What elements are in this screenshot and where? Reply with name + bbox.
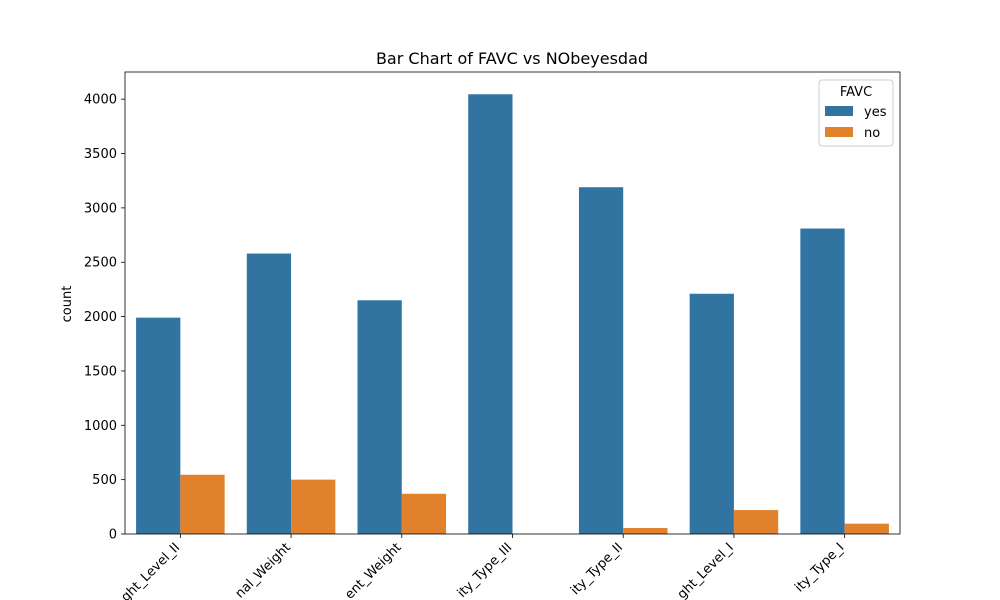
y-tick-label-1: 500 (92, 473, 117, 488)
legend-title: FAVC (840, 85, 872, 100)
bar-no-2 (401, 493, 447, 534)
y-tick-label-4: 2000 (84, 310, 117, 325)
bar-no-4 (623, 528, 668, 534)
x-tick-label-5: ght_Level_I (675, 540, 737, 600)
bar-yes-0 (136, 317, 181, 534)
bar-no-5 (733, 510, 779, 534)
y-tick-label-5: 2500 (84, 256, 117, 271)
x-tick-label-4: ity_Type_II (568, 540, 626, 598)
chart-title: Bar Chart of FAVC vs NObeyesdad (376, 49, 648, 68)
x-tick-label-6: ity_Type_I (792, 540, 847, 595)
y-tick-label-0: 0 (109, 528, 117, 543)
y-tick-label-6: 3000 (84, 201, 117, 216)
bar-yes-6 (800, 228, 845, 534)
bar-yes-3 (468, 94, 513, 535)
legend: FAVC yes no (818, 79, 894, 147)
x-tick-label-0: ght_Level_II (118, 540, 183, 600)
bar-yes-2 (357, 300, 402, 534)
bar-yes-1 (246, 253, 292, 534)
legend-swatch-yes (825, 106, 853, 116)
y-tick-label-3: 1500 (84, 364, 117, 379)
plot-area (136, 94, 889, 535)
y-tick-label-2: 1000 (84, 419, 117, 434)
legend-label-yes: yes (864, 105, 887, 120)
bar-yes-5 (689, 293, 734, 534)
legend-swatch-no (825, 127, 853, 137)
bar-no-6 (844, 523, 889, 534)
x-tick-label-1: nal_Weight (233, 540, 294, 600)
y-tick-label-8: 4000 (84, 93, 117, 108)
bar-yes-4 (578, 187, 624, 534)
x-tick-label-3: ity_Type_III (455, 540, 516, 600)
bar-no-1 (291, 479, 336, 534)
y-tick-label-7: 3500 (84, 147, 117, 162)
bar-no-0 (180, 474, 225, 534)
x-tick-label-2: ent_Weight (342, 540, 404, 600)
y-axis-label: count (60, 286, 75, 323)
legend-label-no: no (864, 126, 880, 141)
